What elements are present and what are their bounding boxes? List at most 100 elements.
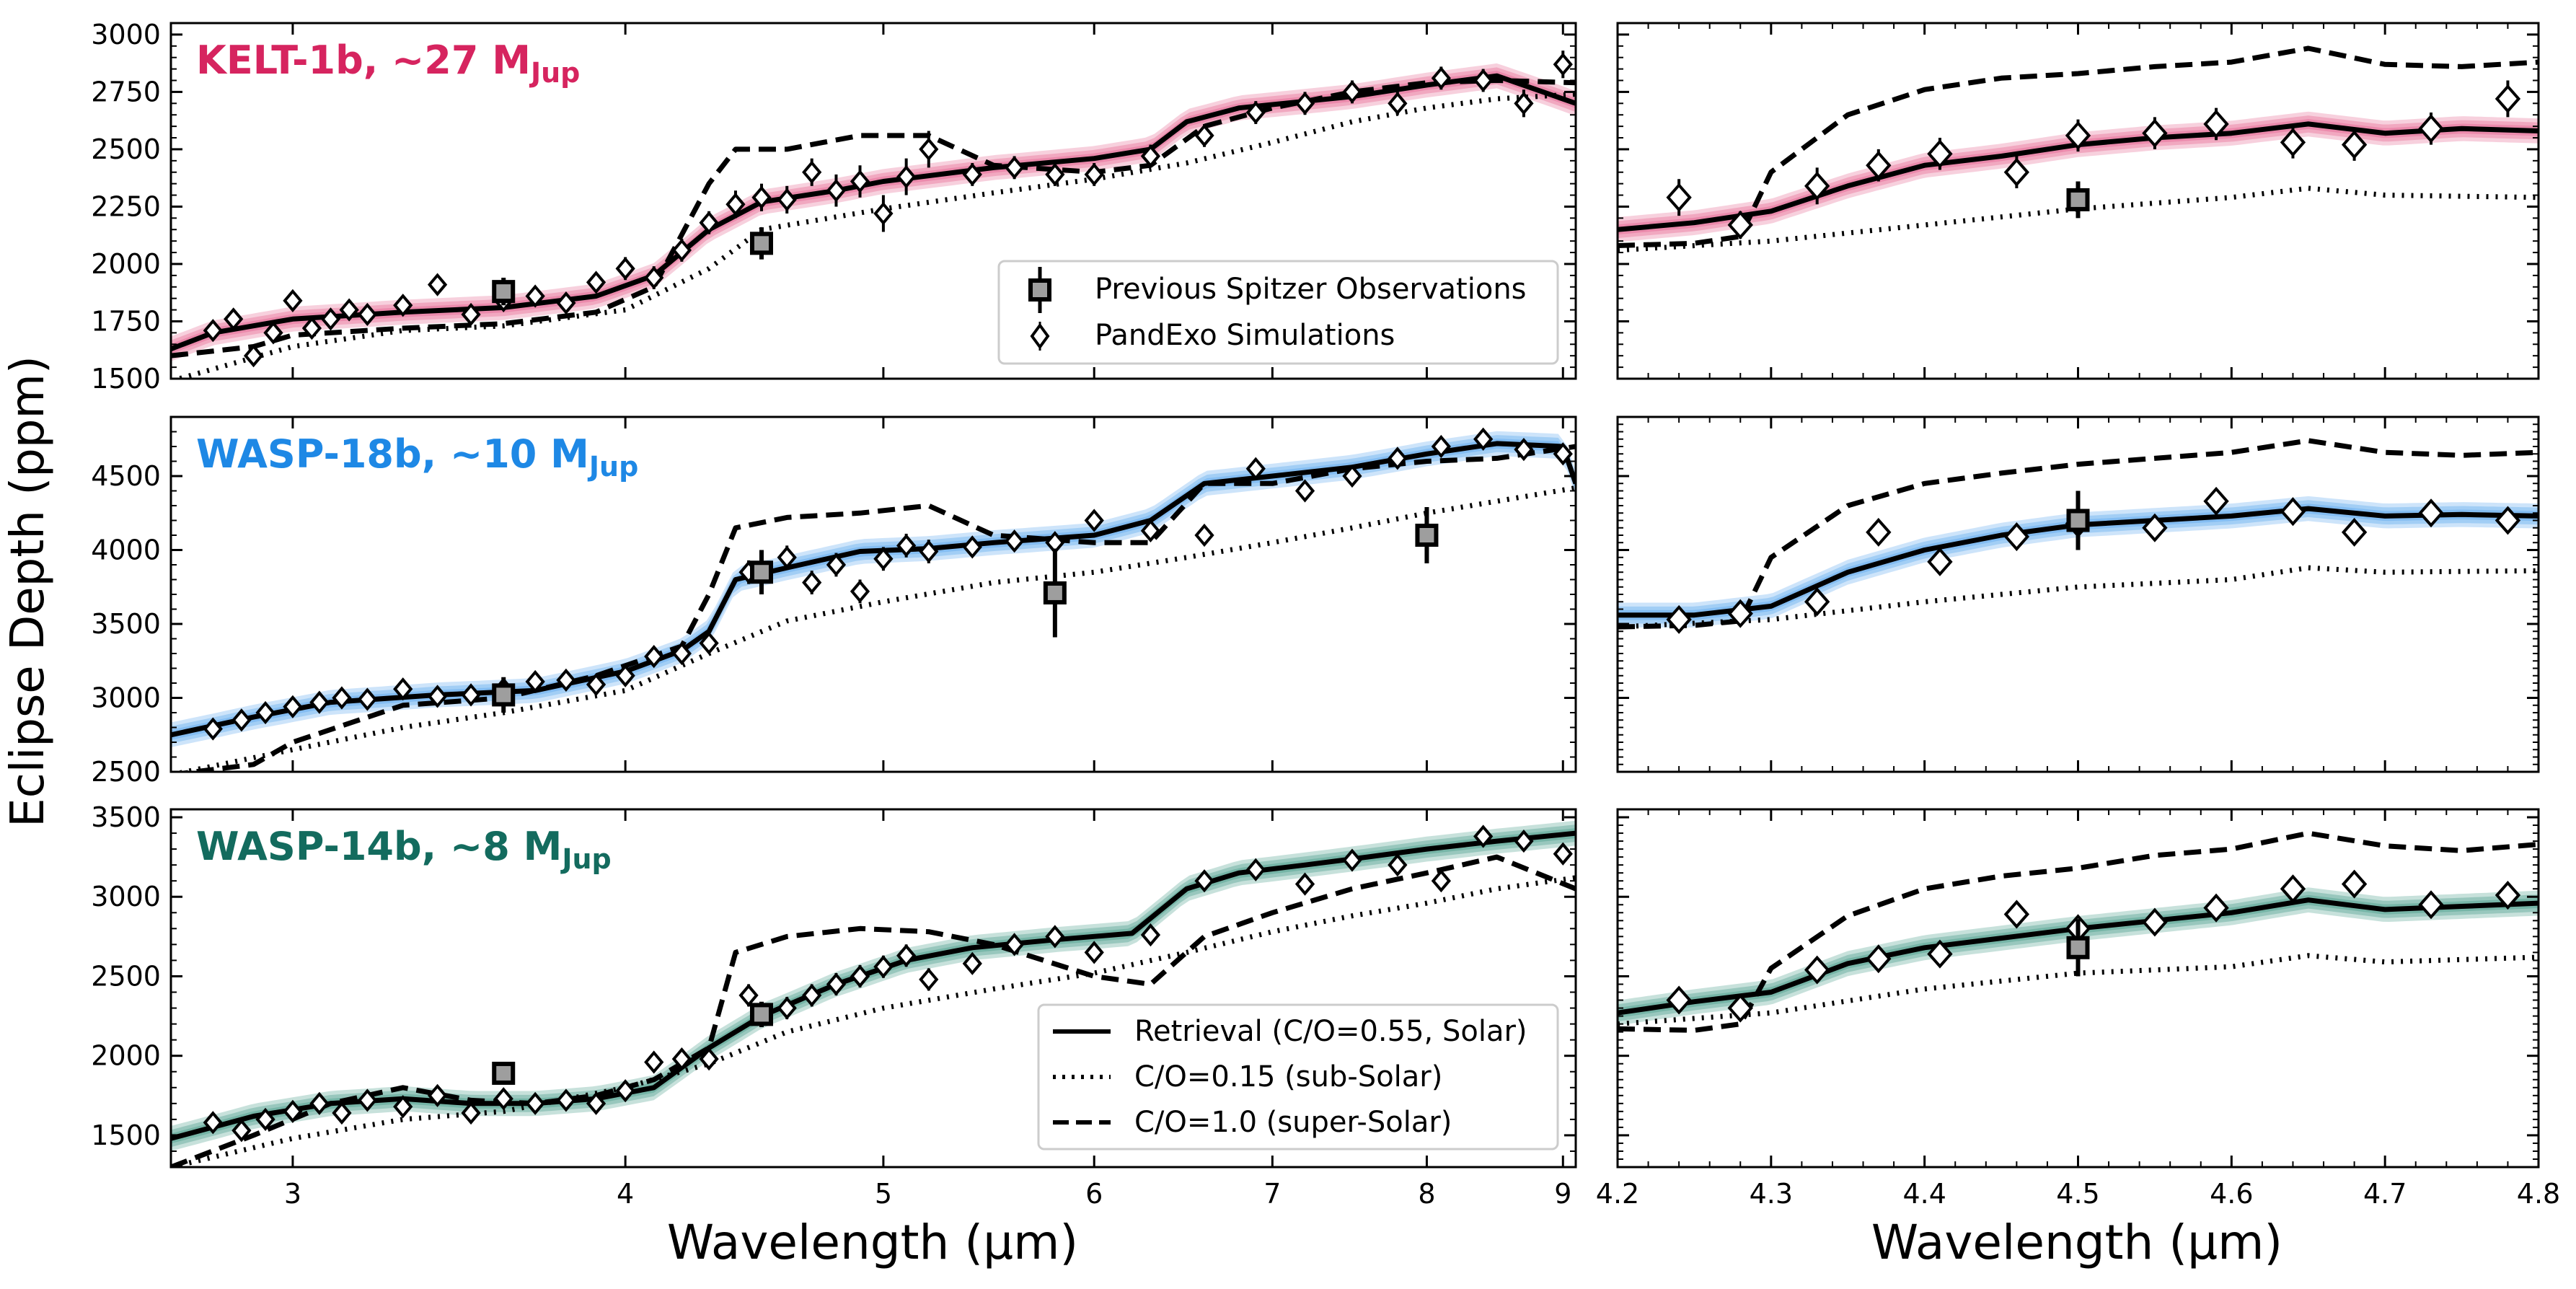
legend-label-retrieval: Retrieval (C/O=0.55, Solar) — [1134, 1015, 1527, 1048]
spitzer-point — [1043, 581, 1067, 604]
pandexo-point — [671, 641, 692, 666]
pandexo-point — [1592, 219, 1613, 244]
pandexo-point — [873, 547, 894, 571]
planet-label-subscript: Jup — [560, 843, 611, 875]
y-tick-label: 2500 — [91, 756, 161, 788]
x-tick-label: 9 — [1554, 1178, 1571, 1210]
pandexo-point — [1804, 587, 1830, 617]
pandexo-point — [1084, 162, 1104, 187]
y-tick-label: 4000 — [91, 534, 161, 566]
x-tick-label: 4.3 — [1750, 1178, 1793, 1210]
pandexo-point — [2003, 899, 2030, 929]
pandexo-point — [1927, 939, 1953, 969]
y-tick-label: 2000 — [91, 248, 161, 280]
retrieval-band-1 — [171, 820, 1576, 1151]
chart-panel-middle: 2500 3000 3500 4000 4500 WASP-18b, ~10 MJup — [91, 415, 1577, 788]
pandexo-point — [826, 179, 847, 203]
pandexo-point — [1245, 858, 1266, 881]
y-tick-label: 2500 — [91, 960, 161, 992]
legend-spitzer-pandexo: Previous Spitzer Observations PandExo Si… — [997, 260, 1559, 365]
pandexo-point — [231, 1119, 252, 1143]
pandexo-point — [896, 165, 917, 189]
pandexo-point — [320, 307, 341, 331]
pandexo-point — [962, 951, 982, 975]
pandexo-point — [2142, 513, 2168, 542]
pandexo-point — [644, 1050, 664, 1074]
pandexo-point — [427, 1083, 448, 1107]
planet-label-subscript: Jup — [587, 451, 638, 483]
pandexo-point — [427, 273, 448, 296]
pandexo-point — [1553, 53, 1573, 76]
y-tick-label: 2500 — [91, 133, 161, 165]
pandexo-point — [1866, 517, 1892, 547]
planet-label-subscript: Jup — [529, 57, 580, 89]
chart-panel-bottom: 3 4 5 6 7 8 9 1500 2000 2500 3000 3500 WASP-14b, ~8 … — [91, 801, 1577, 1210]
pandexo-point — [1342, 80, 1362, 104]
x-tick-label: 5 — [875, 1178, 892, 1210]
pandexo-point — [1140, 144, 1161, 168]
pandexo-point — [1140, 923, 1161, 947]
pandexo-point — [224, 307, 244, 331]
pandexo-point — [1045, 162, 1065, 187]
chart-panel-top: 1500 1750 2000 2250 2500 2750 3000 KELT-1b, ~27… — [91, 19, 1577, 395]
y-tick-label: 2250 — [91, 190, 161, 222]
spitzer-point — [2066, 936, 2090, 959]
pandexo-point — [332, 1101, 352, 1125]
spitzer-point — [492, 1061, 516, 1085]
pandexo-point — [1514, 438, 1534, 462]
sub-solar-line — [172, 485, 1576, 772]
pandexo-point — [962, 535, 982, 559]
pandexo-point — [203, 1111, 223, 1135]
pandexo-point — [1473, 427, 1494, 451]
retrieval-band-3 — [171, 439, 1576, 740]
x-tick-label: 6 — [1085, 1178, 1103, 1210]
pandexo-point — [644, 645, 664, 669]
spitzer-point — [1415, 524, 1439, 547]
y-tick-label: 1500 — [91, 363, 161, 395]
legend-label-super-solar: C/O=1.0 (super-Solar) — [1134, 1106, 1452, 1139]
pandexo-point — [615, 1079, 635, 1103]
super-solar-line — [171, 78, 1576, 358]
plot-area — [1592, 438, 2538, 634]
super-solar-line — [171, 854, 1576, 1167]
pandexo-point — [339, 298, 359, 322]
x-tick-label: 4 — [617, 1178, 634, 1210]
sub-solar-line — [1618, 953, 2538, 1027]
y-tick-label: 1500 — [91, 1119, 161, 1151]
pandexo-point — [1294, 92, 1315, 115]
retrieval-line — [171, 441, 1576, 738]
pandexo-point — [2495, 881, 2521, 910]
planet-label: WASP-18b, ~10 MJup — [196, 431, 638, 483]
x-tick-label: 4.7 — [2363, 1178, 2407, 1210]
planet-label: WASP-14b, ~8 MJup — [196, 824, 612, 875]
pandexo-point — [1666, 985, 1692, 1015]
pandexo-point — [2203, 893, 2229, 923]
pandexo-point — [1194, 869, 1214, 893]
pandexo-point — [1084, 941, 1104, 964]
pandexo-point — [461, 302, 481, 327]
x-tick-label: 4.8 — [2517, 1178, 2560, 1210]
plot-area — [1592, 45, 2538, 253]
sub-solar-line — [1618, 185, 2538, 253]
super-solar-line — [174, 444, 1576, 772]
pandexo-point — [493, 1087, 513, 1111]
pandexo-point — [2280, 497, 2306, 527]
pandexo-point — [1084, 509, 1104, 532]
pandexo-point — [1592, 607, 1613, 632]
pandexo-point — [1194, 123, 1214, 147]
y-tick-label: 2000 — [91, 1040, 161, 1072]
pandexo-point — [309, 1091, 330, 1115]
pandexo-point — [873, 955, 894, 979]
pandexo-point — [1514, 92, 1534, 115]
x-tick-label: 4.2 — [1596, 1178, 1639, 1210]
pandexo-point — [357, 302, 378, 327]
pandexo-point — [586, 270, 606, 294]
pandexo-point — [2280, 128, 2306, 157]
pandexo-point — [2341, 517, 2368, 547]
pandexo-point — [393, 1095, 413, 1119]
pandexo-point — [1004, 933, 1025, 956]
plot-area — [171, 427, 1576, 772]
plot-area — [1618, 830, 2538, 1033]
y-tick-label: 3000 — [91, 682, 161, 714]
spitzer-point — [2066, 188, 2090, 211]
